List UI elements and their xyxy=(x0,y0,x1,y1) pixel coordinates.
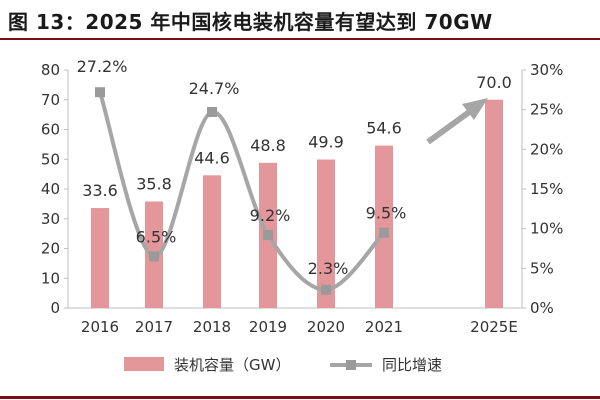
growth-value-label: 9.2% xyxy=(250,206,291,225)
legend-swatch-marker xyxy=(346,360,356,370)
legend: 装机容量（GW） 同比增速 xyxy=(124,356,442,374)
x-tick-label: 2025E xyxy=(470,318,518,336)
trend-arrow-head xyxy=(462,98,488,120)
x-tick-label: 2018 xyxy=(193,318,231,336)
bar xyxy=(91,208,109,308)
legend-label-line: 同比增速 xyxy=(382,356,442,374)
y-right-tick-label: 30% xyxy=(530,61,563,79)
y-left-tick-label: 20 xyxy=(41,240,60,258)
y-left-tick-label: 80 xyxy=(41,61,60,79)
x-tick-label: 2016 xyxy=(81,318,119,336)
axes-group: 0 10 20 30 40 50 60 70 80 0% 5% 10% 15% 20% 25% 30% 2016… xyxy=(41,61,563,336)
y-right-tick-label: 20% xyxy=(530,140,563,158)
title-rule xyxy=(0,38,600,40)
y-right-tick-label: 5% xyxy=(530,259,554,277)
trend-arrow-group xyxy=(426,98,488,145)
bar-value-label: 49.9 xyxy=(308,133,344,152)
x-tick-label: 2020 xyxy=(307,318,345,336)
growth-labels-group: 27.2% 6.5% 24.7% 9.2% 2.3% 9.5% xyxy=(77,57,407,278)
bar-value-label: 35.8 xyxy=(136,174,172,193)
growth-marker xyxy=(95,87,105,98)
bar-value-label: 54.6 xyxy=(366,119,402,138)
x-tick-label: 2021 xyxy=(365,318,403,336)
y-left-tick-label: 50 xyxy=(41,150,60,168)
growth-line-group xyxy=(95,87,389,295)
y-left-tick-label: 0 xyxy=(50,299,60,317)
growth-value-label: 6.5% xyxy=(136,227,177,246)
growth-marker xyxy=(263,230,273,241)
chart-svg: 0 10 20 30 40 50 60 70 80 0% 5% 10% 15% 20% 25% 30% 2016… xyxy=(41,57,563,374)
bar xyxy=(317,159,335,308)
y-right-tick-label: 0% xyxy=(530,299,554,317)
bars-group xyxy=(91,99,503,308)
y-left-tick-label: 60 xyxy=(41,121,60,139)
x-tick-label: 2019 xyxy=(249,318,287,336)
growth-marker xyxy=(207,107,217,118)
x-tick-label: 2017 xyxy=(135,318,173,336)
growth-value-label: 27.2% xyxy=(77,57,128,76)
bar-value-label: 44.6 xyxy=(194,148,230,167)
y-left-tick-label: 30 xyxy=(41,210,60,228)
growth-marker xyxy=(379,227,389,238)
bar-value-label: 33.6 xyxy=(82,181,118,200)
y-left-tick-label: 40 xyxy=(41,180,60,198)
bar xyxy=(485,99,503,308)
title-bar: 图 13：2025 年中国核电装机容量有望达到 70GW xyxy=(0,0,600,40)
y-right-tick-label: 15% xyxy=(530,180,563,198)
growth-value-label: 2.3% xyxy=(308,259,349,278)
y-right-tick-label: 25% xyxy=(530,101,563,119)
chart-title: 图 13：2025 年中国核电装机容量有望达到 70GW xyxy=(8,10,493,34)
y-right-tick-label: 10% xyxy=(530,220,563,238)
legend-swatch-bar xyxy=(124,357,164,371)
bar xyxy=(375,145,393,308)
bar xyxy=(203,175,221,308)
bar-value-label: 48.8 xyxy=(250,136,286,155)
bottom-rule xyxy=(0,396,600,399)
growth-value-label: 9.5% xyxy=(366,204,407,223)
bar-labels-group: 33.6 35.8 44.6 48.8 49.9 54.6 70.0 xyxy=(82,73,512,200)
trend-arrow-shaft xyxy=(426,107,474,145)
y-left-tick-label: 70 xyxy=(41,91,60,109)
growth-value-label: 24.7% xyxy=(189,79,240,98)
bar-value-label: 70.0 xyxy=(476,73,512,92)
growth-marker xyxy=(149,251,159,262)
legend-label-bar: 装机容量（GW） xyxy=(174,356,290,374)
growth-marker xyxy=(321,284,331,295)
y-left-tick-label: 10 xyxy=(41,269,60,287)
